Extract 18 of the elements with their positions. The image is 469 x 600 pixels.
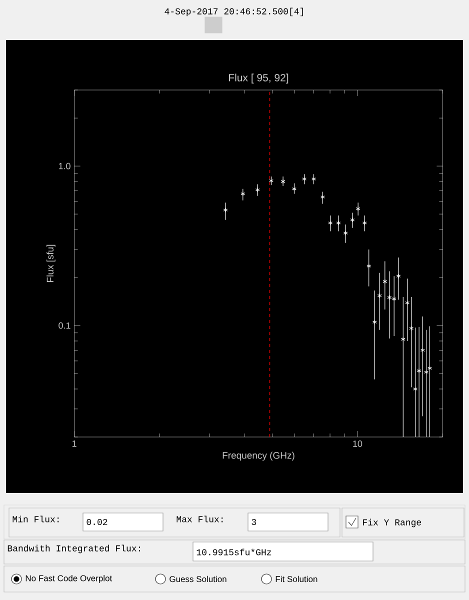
text: 4-Sep-2017 20:46:52.500[4] xyxy=(164,8,303,16)
text: Fix Y Range xyxy=(363,518,422,528)
x-tick-label: 10 xyxy=(353,440,362,447)
text: Bandwith Integrated Flux: xyxy=(8,544,140,554)
text: 10.9915sfu*GHz xyxy=(196,548,272,556)
text: Guess Solution xyxy=(170,576,226,582)
text: Min Flux: xyxy=(12,516,59,522)
text: No Fast Code Overplot xyxy=(26,575,112,583)
y-axis-title: Flux [sfu] xyxy=(46,244,56,282)
y-tick-label: 1.0 xyxy=(58,162,70,170)
text: Max Flux: xyxy=(176,516,223,522)
text: 3 xyxy=(252,518,256,526)
y-tick-label: 0.1 xyxy=(58,322,70,329)
chart-title: Flux [ 95, 92] xyxy=(229,74,288,84)
x-axis-title: Frequency (GHz) xyxy=(222,452,294,461)
text: Fit Solution xyxy=(276,576,318,582)
x-tick-label: 1 xyxy=(72,440,76,447)
text: 0.02 xyxy=(86,518,108,526)
